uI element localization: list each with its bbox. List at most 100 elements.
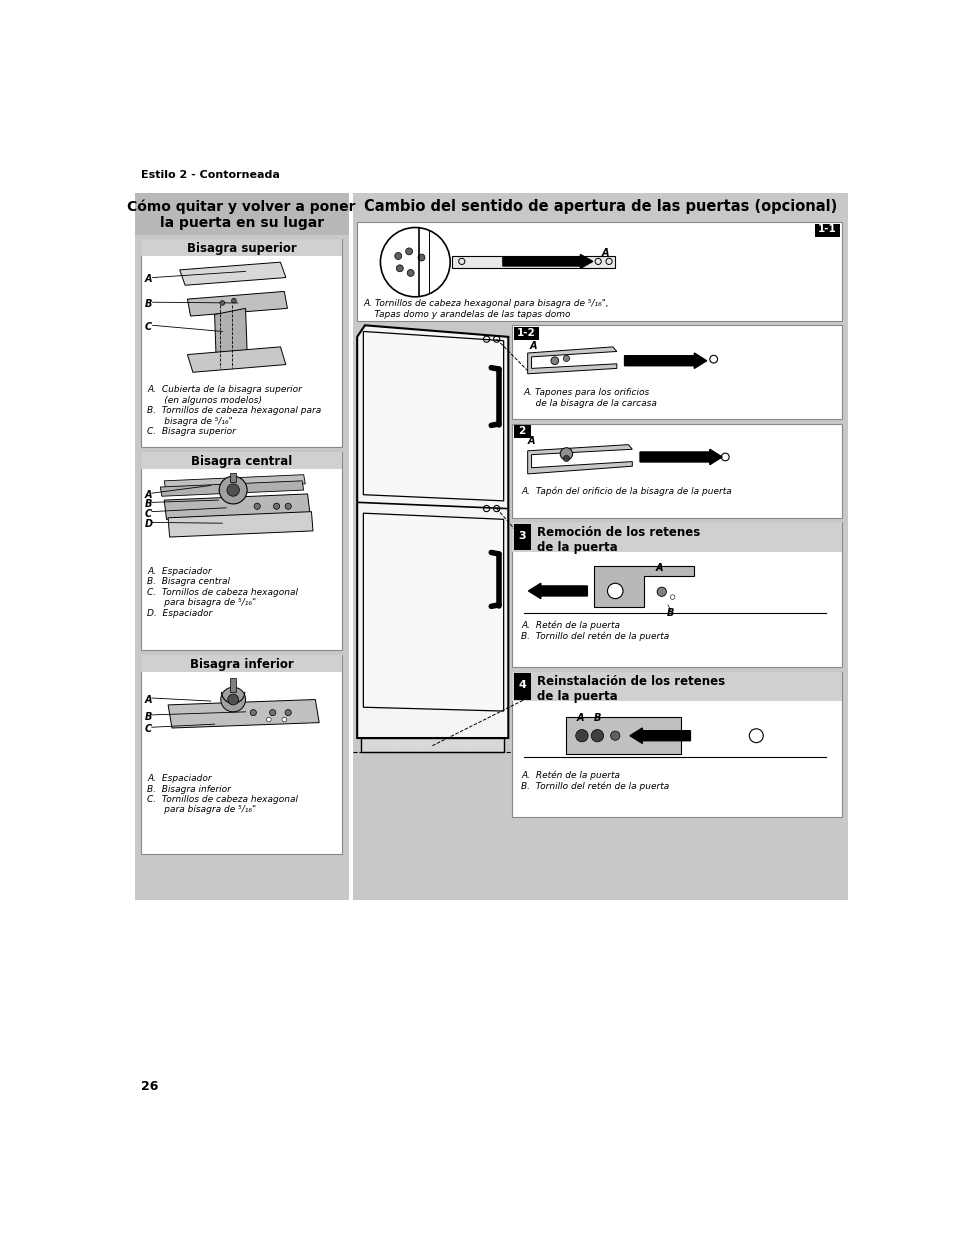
Text: Bisagra superior: Bisagra superior [187, 242, 296, 256]
Circle shape [395, 264, 403, 272]
Text: C: C [145, 724, 152, 734]
Bar [512, 325, 841, 419]
Text: B: B [666, 608, 674, 618]
Circle shape [575, 730, 587, 742]
Text: Cambio del sentido de apertura de las puertas (opcional): Cambio del sentido de apertura de las pu… [363, 199, 837, 214]
Bar [141, 452, 342, 468]
Text: A.  Espaciador
B.  Bisagra inferior
C.  Tornillos de cabeza hexagonal
      para: A. Espaciador B. Bisagra inferior C. Tor… [147, 774, 298, 814]
Circle shape [227, 484, 239, 496]
Bar [356, 222, 841, 321]
Bar [134, 193, 348, 235]
Bar [513, 673, 530, 699]
Text: A: A [145, 490, 152, 500]
Circle shape [562, 356, 569, 362]
Bar [513, 327, 537, 340]
FancyArrow shape [629, 727, 690, 743]
Circle shape [417, 254, 424, 261]
Circle shape [282, 718, 286, 721]
Text: 1-2: 1-2 [517, 327, 535, 337]
FancyArrow shape [639, 450, 721, 464]
Text: A. Tapones para los orificios
    de la bisagra de la carcasa: A. Tapones para los orificios de la bisa… [523, 389, 656, 408]
Text: A.  Retén de la puerta
B.  Tornillo del retén de la puerta: A. Retén de la puerta B. Tornillo del re… [521, 621, 669, 641]
Bar [452, 256, 615, 268]
Circle shape [270, 710, 275, 716]
Circle shape [285, 503, 291, 509]
Bar [815, 224, 840, 237]
Circle shape [559, 448, 572, 461]
Circle shape [607, 583, 622, 599]
Polygon shape [527, 347, 617, 374]
Bar [353, 193, 847, 900]
Text: Bisagra central: Bisagra central [191, 454, 292, 468]
Polygon shape [168, 699, 319, 727]
Polygon shape [168, 511, 313, 537]
Bar [230, 473, 236, 483]
Text: 4: 4 [517, 680, 526, 690]
Text: A: A [145, 274, 152, 284]
Circle shape [407, 269, 414, 277]
Text: 26: 26 [141, 1079, 158, 1093]
Bar [513, 524, 530, 550]
Circle shape [591, 730, 603, 742]
Text: B: B [593, 713, 600, 722]
Circle shape [228, 694, 238, 705]
Text: A: A [145, 695, 152, 705]
Bar [513, 425, 530, 438]
Text: B: B [145, 299, 152, 309]
Circle shape [550, 357, 558, 364]
FancyArrow shape [624, 353, 706, 368]
Text: Remoción de los retenes
de la puerta: Remoción de los retenes de la puerta [537, 526, 700, 553]
Text: Cómo quitar y volver a poner
la puerta en su lugar: Cómo quitar y volver a poner la puerta e… [128, 199, 355, 230]
Bar [141, 452, 342, 651]
Text: A.  Espaciador
B.  Bisagra central
C.  Tornillos de cabeza hexagonal
      para : A. Espaciador B. Bisagra central C. Torn… [147, 567, 298, 618]
Circle shape [395, 252, 401, 259]
Circle shape [274, 503, 279, 509]
Polygon shape [527, 445, 632, 474]
Text: Estilo 2 - Contorneada: Estilo 2 - Contorneada [141, 169, 279, 180]
Text: B: B [145, 711, 152, 721]
Bar [566, 718, 680, 755]
Circle shape [232, 299, 236, 303]
Polygon shape [356, 325, 508, 739]
Circle shape [562, 456, 569, 462]
Bar [141, 240, 342, 256]
Circle shape [380, 227, 450, 296]
Bar [512, 522, 841, 667]
Text: 3: 3 [517, 531, 525, 541]
Text: A.  Retén de la puerta
B.  Tornillo del retén de la puerta: A. Retén de la puerta B. Tornillo del re… [521, 771, 669, 790]
Circle shape [748, 729, 762, 742]
Polygon shape [214, 309, 247, 358]
Text: Bisagra inferior: Bisagra inferior [190, 658, 294, 671]
Circle shape [220, 300, 224, 305]
FancyArrow shape [528, 583, 587, 599]
Bar [360, 739, 504, 752]
Text: C: C [145, 322, 152, 332]
Text: A: A [655, 563, 662, 573]
Circle shape [266, 718, 271, 721]
Text: Reinstalación de los retenes
de la puerta: Reinstalación de los retenes de la puert… [537, 674, 724, 703]
Bar [230, 678, 236, 692]
Circle shape [405, 248, 412, 254]
Circle shape [610, 731, 619, 740]
Polygon shape [164, 474, 305, 490]
Bar [141, 655, 342, 672]
Text: A: A [527, 436, 535, 446]
Bar [134, 193, 348, 900]
Text: A: A [600, 248, 608, 258]
Text: D: D [145, 520, 152, 530]
Text: A: A [576, 713, 583, 722]
Text: A.  Cubierta de la bisagra superior
      (en algunos modelos)
B.  Tornillos de : A. Cubierta de la bisagra superior (en a… [147, 385, 321, 436]
Circle shape [657, 587, 666, 597]
Bar [141, 655, 342, 853]
Text: A.  Tapón del orificio de la bisagra de la puerta: A. Tapón del orificio de la bisagra de l… [521, 487, 732, 496]
Text: A: A [529, 341, 537, 351]
Circle shape [285, 710, 291, 716]
Bar [512, 522, 841, 552]
FancyArrow shape [502, 254, 592, 268]
Polygon shape [160, 480, 303, 496]
Bar [141, 240, 342, 447]
Circle shape [253, 503, 260, 509]
Text: 2: 2 [518, 426, 525, 436]
Circle shape [219, 477, 247, 504]
Text: B: B [145, 499, 152, 509]
